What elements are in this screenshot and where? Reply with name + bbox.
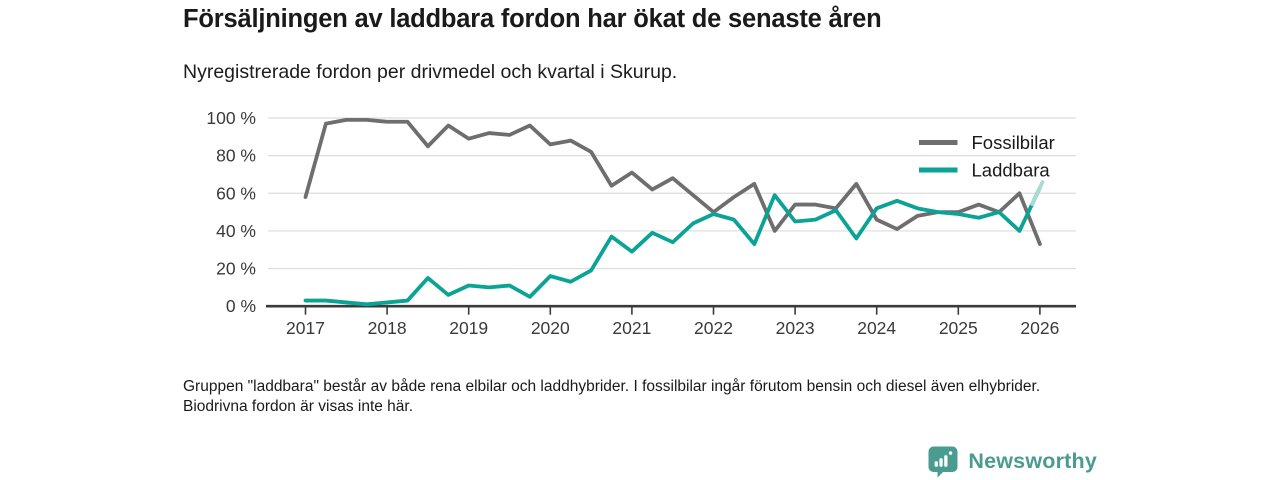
page-title: Försäljningen av laddbara fordon har öka… [183, 5, 882, 33]
newsworthy-badge-icon [928, 446, 958, 478]
x-axis-tick-label: 2023 [776, 318, 815, 338]
line-chart: 0 % 20 % 40 % 60 % 80 % 100 % 2017 2018 2019 2020… [206, 108, 1076, 338]
newsworthy-logo[interactable]: Newsworthy [927, 445, 1097, 478]
x-axis-tick-label: 2022 [694, 318, 733, 338]
series-line-laddbara [303, 185, 1042, 307]
x-axis-tick-label: 2020 [531, 318, 570, 338]
y-axis-tick-label: 100 % [206, 108, 256, 128]
x-axis-tick-label: 2024 [857, 318, 896, 338]
legend-label-laddbara: Laddbara [972, 160, 1051, 181]
x-axis-tick-label: 2026 [1020, 318, 1059, 338]
chart-subtitle: Nyregistrerade fordon per drivmedel och … [183, 61, 678, 83]
x-axis-tick-label: 2025 [939, 318, 978, 338]
series-line-fossilbilar [303, 117, 1042, 246]
x-axis-tick-label: 2018 [368, 318, 407, 338]
x-axis-tick-label: 2017 [286, 318, 325, 338]
y-axis-tick-label: 60 % [216, 183, 256, 203]
y-axis-tick-label: 0 % [226, 296, 256, 316]
newsworthy-wordmark: Newsworthy [968, 449, 1097, 473]
y-axis-tick-label: 40 % [216, 221, 256, 241]
series-line-tip [1030, 180, 1045, 206]
chart-footnote: Gruppen "laddbara" består av både rena e… [183, 378, 1041, 416]
legend-label-fossilbilar: Fossilbilar [972, 132, 1055, 153]
x-axis-tick-label: 2019 [449, 318, 488, 338]
x-axis-tick-label: 2021 [612, 318, 651, 338]
y-axis-tick-label: 80 % [216, 146, 256, 166]
y-axis-tick-label: 20 % [216, 259, 256, 279]
